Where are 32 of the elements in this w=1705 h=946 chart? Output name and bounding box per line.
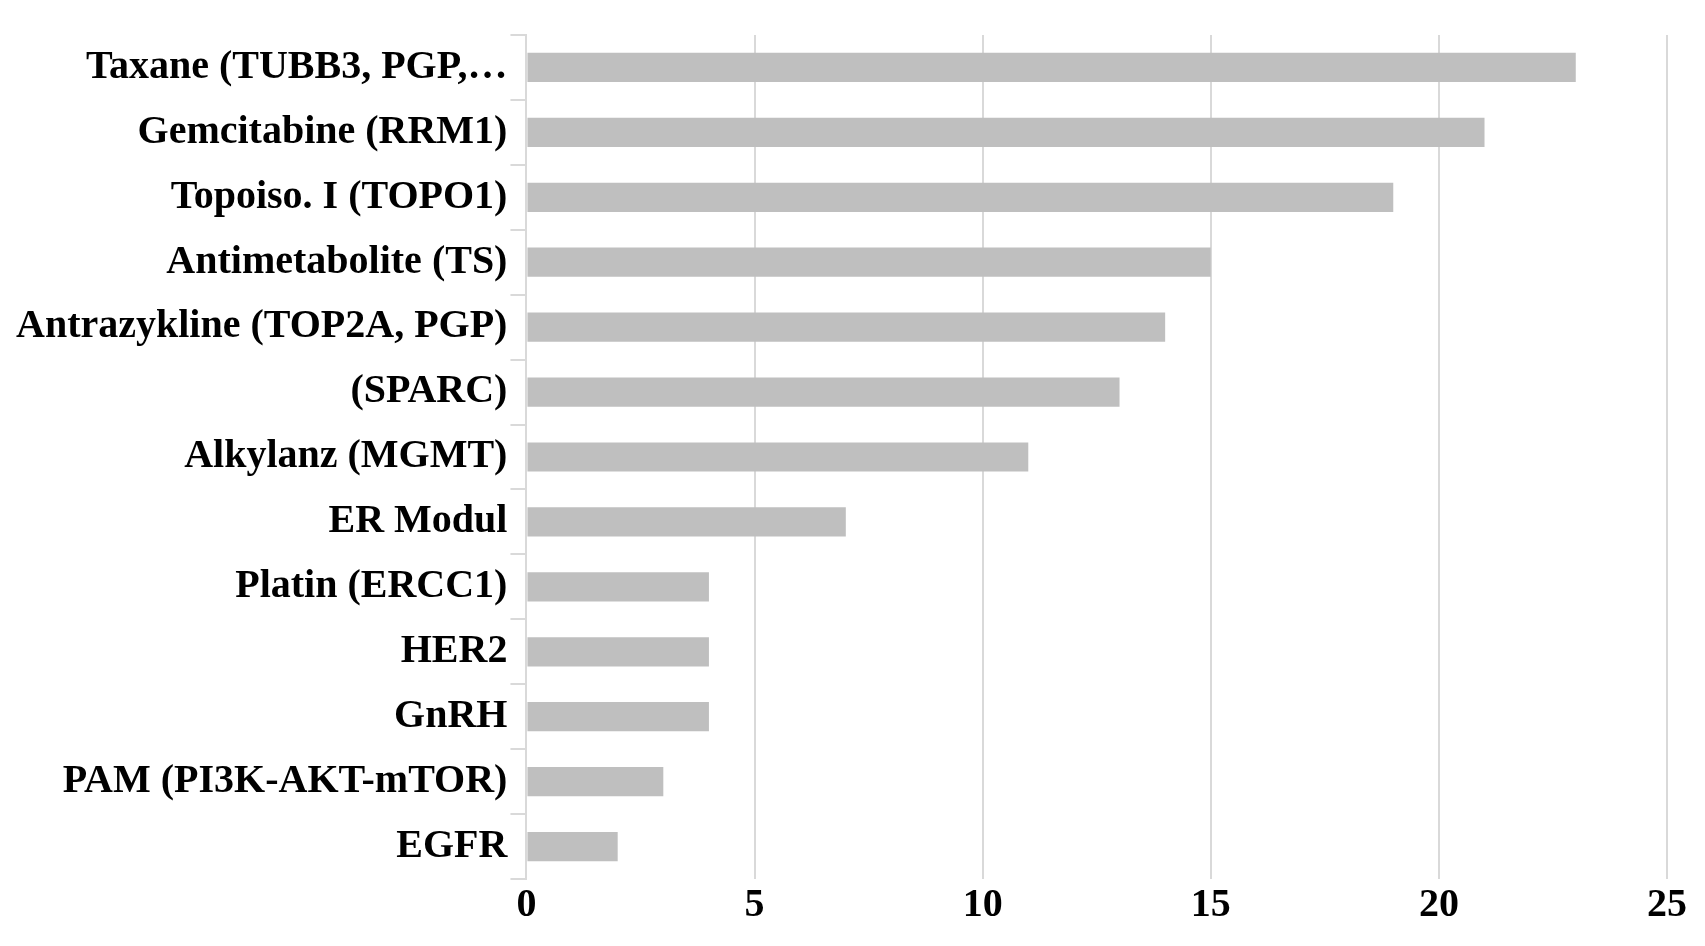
bar — [527, 767, 664, 797]
y-tick-label: Antrazykline (TOP2A, PGP) — [15, 301, 508, 347]
y-tick-label: Platin (ERCC1) — [235, 561, 508, 607]
bar — [527, 182, 1394, 212]
y-tick-label: Topoiso. I (TOPO1) — [170, 171, 508, 217]
x-tick-label: 5 — [744, 880, 765, 926]
x-tick-label: 10 — [962, 880, 1003, 926]
y-tick-label: Antimetabolite (TS) — [166, 236, 508, 282]
bar — [527, 377, 1120, 407]
x-tick-label: 20 — [1418, 880, 1459, 926]
bar — [527, 247, 1211, 277]
y-tick-label: EGFR — [396, 820, 509, 866]
bar — [527, 507, 846, 537]
x-tick-label: 0 — [516, 880, 537, 926]
y-tick-label: Alkylanz (MGMT) — [184, 431, 508, 477]
y-tick-label: (SPARC) — [350, 366, 508, 412]
y-tick-label: ER Modul — [328, 496, 508, 542]
x-tick-label: 25 — [1647, 880, 1687, 926]
y-tick-label: GnRH — [394, 691, 508, 737]
bar — [527, 702, 709, 732]
bar — [527, 831, 618, 862]
bar — [527, 442, 1029, 472]
x-tick-label: 15 — [1190, 880, 1231, 926]
y-tick-label: HER2 — [400, 626, 508, 672]
y-tick-label: Gemcitabine (RRM1) — [137, 106, 508, 152]
bar — [527, 637, 709, 667]
bar — [527, 572, 709, 602]
y-tick-label: Taxane (TUBB3, PGP,… — [85, 41, 508, 87]
bar — [527, 52, 1576, 83]
bar — [527, 312, 1166, 342]
y-tick-label: PAM (PI3K-AKT-mTOR) — [62, 755, 508, 801]
bar — [527, 117, 1485, 147]
